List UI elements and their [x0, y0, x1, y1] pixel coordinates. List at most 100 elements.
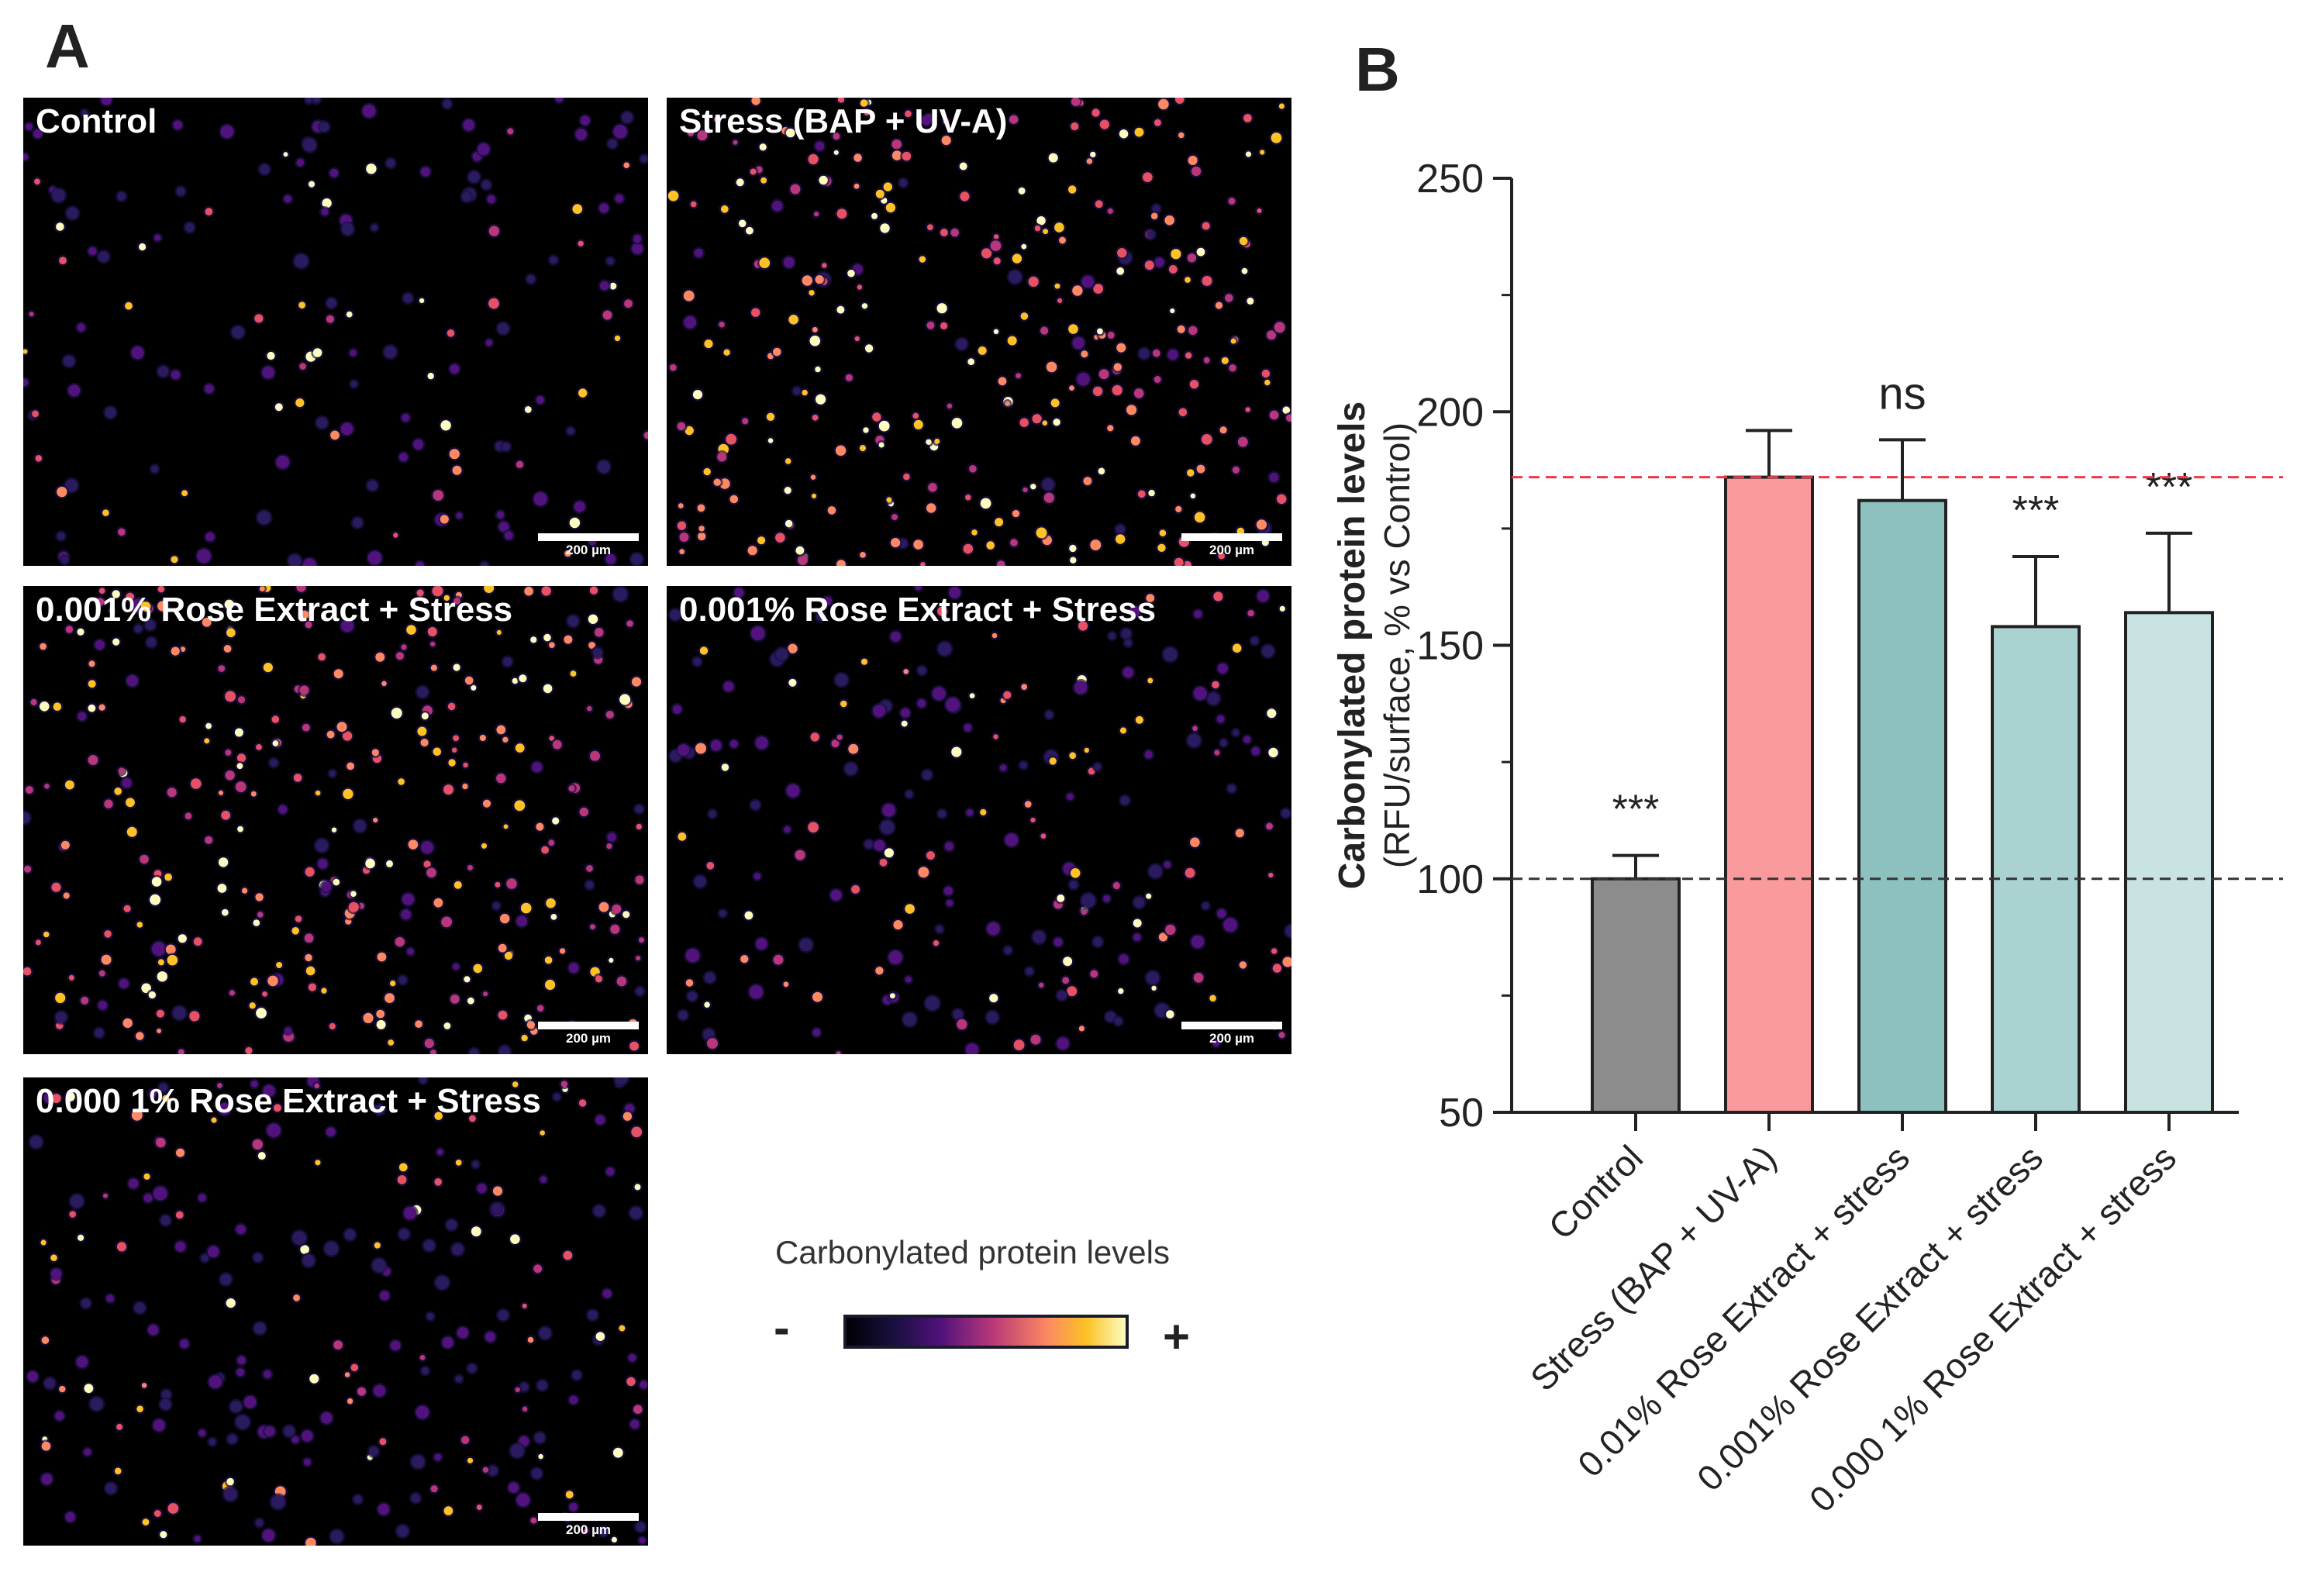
cell — [568, 963, 579, 974]
cell — [347, 1398, 353, 1405]
cell — [567, 615, 579, 627]
cell — [293, 774, 302, 782]
scale-bar-label: 200 µm — [566, 543, 611, 557]
cell — [699, 646, 709, 655]
cell — [628, 1353, 636, 1362]
cell — [599, 281, 609, 291]
cell — [205, 722, 212, 729]
cell — [1139, 348, 1150, 359]
cell — [622, 112, 633, 123]
cell — [746, 226, 753, 235]
cell — [932, 687, 946, 701]
cell — [578, 388, 588, 398]
cell — [430, 641, 436, 646]
cell — [574, 501, 585, 512]
cell — [629, 1207, 643, 1219]
cell — [723, 681, 734, 692]
cell — [836, 209, 847, 219]
cell — [350, 350, 357, 357]
cell — [224, 599, 234, 609]
cell — [880, 820, 895, 834]
cell — [1201, 434, 1212, 445]
cell — [1146, 971, 1160, 984]
cell — [259, 164, 270, 174]
cell — [1154, 119, 1161, 126]
significance-label: *** — [1612, 788, 1660, 832]
cell — [402, 413, 410, 422]
cell — [63, 355, 75, 367]
cell — [329, 770, 336, 777]
cell — [369, 1446, 379, 1456]
cell — [446, 1219, 457, 1230]
cell — [283, 152, 288, 157]
cell — [257, 511, 271, 525]
cell — [378, 1503, 390, 1515]
cell — [750, 626, 765, 640]
cell — [1267, 708, 1277, 719]
cell — [616, 976, 627, 987]
cell — [241, 888, 248, 894]
cell — [395, 652, 404, 660]
cell — [1118, 988, 1124, 994]
panel-b-letter: B — [1355, 35, 1400, 104]
bar — [1857, 498, 1947, 1114]
cell — [1212, 681, 1219, 689]
cell — [967, 358, 975, 366]
cell — [756, 938, 767, 950]
cell — [314, 1083, 320, 1089]
cell — [406, 948, 414, 955]
cell — [734, 588, 744, 598]
cell — [267, 975, 278, 987]
cell — [1276, 494, 1287, 505]
cell — [245, 1046, 253, 1054]
cell — [1271, 133, 1282, 143]
cell — [492, 1186, 503, 1196]
cell — [527, 1336, 534, 1343]
cell — [598, 1526, 609, 1536]
cell — [1036, 527, 1047, 539]
micrograph-caption: 0.000 1% Rose Extract + Stress — [36, 1082, 541, 1120]
cell — [225, 770, 235, 781]
cell — [857, 284, 863, 290]
cell — [96, 598, 105, 606]
cell — [131, 1109, 143, 1121]
cell — [1236, 527, 1245, 536]
cell — [943, 886, 953, 895]
cell — [202, 617, 212, 627]
panel-a-letter: A — [45, 12, 90, 81]
cell — [105, 407, 116, 419]
cell — [629, 1041, 639, 1051]
cell — [1163, 647, 1178, 662]
cell — [899, 178, 908, 187]
cell — [326, 298, 336, 309]
cell — [1147, 677, 1154, 684]
cell — [1251, 746, 1260, 756]
cell — [606, 843, 612, 850]
cell — [218, 857, 229, 867]
cell — [688, 130, 694, 136]
cell — [53, 702, 62, 711]
cell — [362, 104, 376, 118]
cell — [420, 738, 429, 747]
cell — [1133, 919, 1142, 928]
cell — [102, 509, 109, 516]
cell — [965, 495, 971, 501]
cell — [1054, 222, 1064, 233]
cell — [1227, 784, 1236, 793]
cell — [416, 686, 429, 698]
cell — [299, 685, 309, 695]
cell — [1004, 946, 1012, 954]
cell — [236, 1224, 246, 1235]
cell — [934, 438, 940, 444]
cell — [1278, 1032, 1285, 1039]
cell — [790, 184, 801, 195]
cell — [1107, 425, 1114, 432]
cell — [373, 818, 378, 823]
cell — [262, 991, 267, 997]
cell — [1045, 711, 1053, 719]
cell — [959, 162, 967, 171]
cell — [68, 974, 74, 981]
cell — [636, 1522, 646, 1532]
cell — [398, 1163, 408, 1172]
cell — [375, 652, 385, 662]
